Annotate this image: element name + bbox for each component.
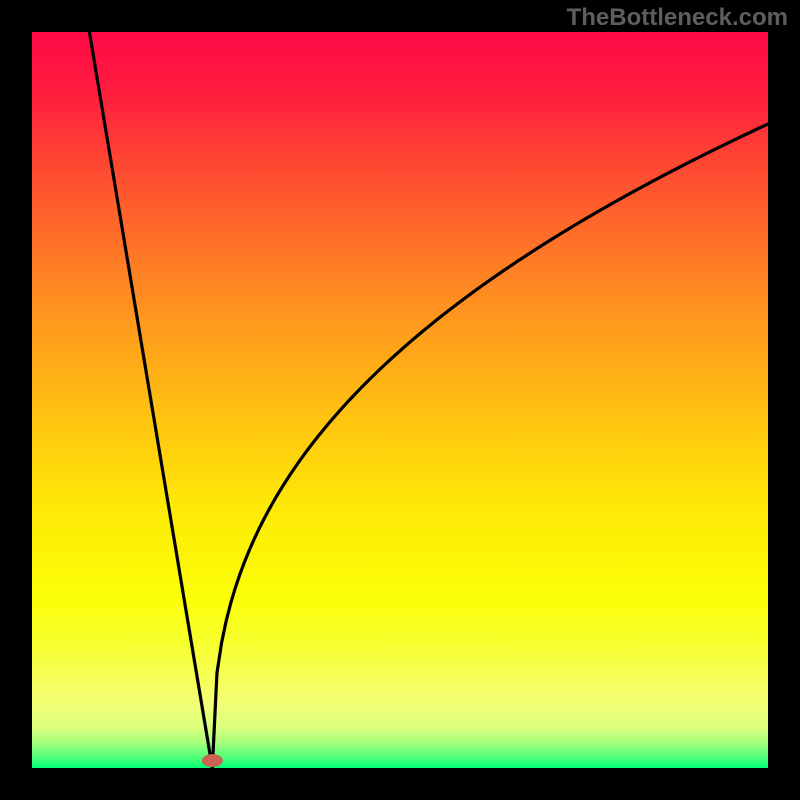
- watermark-text: TheBottleneck.com: [567, 4, 788, 32]
- minimum-marker-icon: [202, 755, 222, 767]
- chart-container: TheBottleneck.com: [0, 0, 800, 800]
- bottleneck-chart: [0, 0, 800, 800]
- plot-gradient-background: [32, 32, 768, 768]
